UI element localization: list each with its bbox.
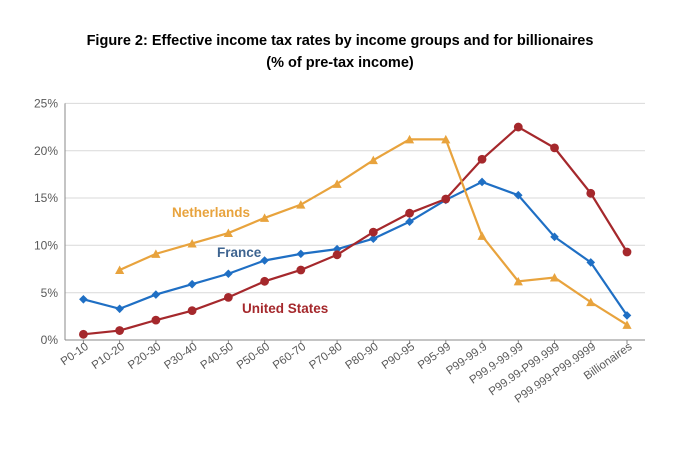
svg-text:20%: 20%: [34, 144, 58, 158]
svg-text:5%: 5%: [41, 286, 59, 300]
svg-text:25%: 25%: [34, 97, 58, 111]
svg-text:P0-10: P0-10: [59, 341, 91, 368]
svg-text:P70-80: P70-80: [307, 341, 344, 372]
svg-text:P90-95: P90-95: [380, 341, 417, 372]
svg-text:P20-30: P20-30: [126, 341, 163, 372]
svg-text:P50-60: P50-60: [235, 341, 272, 372]
svg-text:P60-70: P60-70: [271, 341, 308, 372]
svg-text:France: France: [217, 245, 262, 260]
svg-text:P10-20: P10-20: [90, 341, 127, 372]
svg-text:0%: 0%: [41, 333, 59, 347]
svg-text:United States: United States: [242, 301, 328, 316]
svg-text:15%: 15%: [34, 191, 58, 205]
svg-text:10%: 10%: [34, 238, 58, 252]
svg-text:P30-40: P30-40: [162, 341, 199, 372]
svg-text:P80-90: P80-90: [343, 341, 380, 372]
svg-text:P40-50: P40-50: [199, 341, 236, 372]
svg-text:Netherlands: Netherlands: [172, 205, 250, 220]
